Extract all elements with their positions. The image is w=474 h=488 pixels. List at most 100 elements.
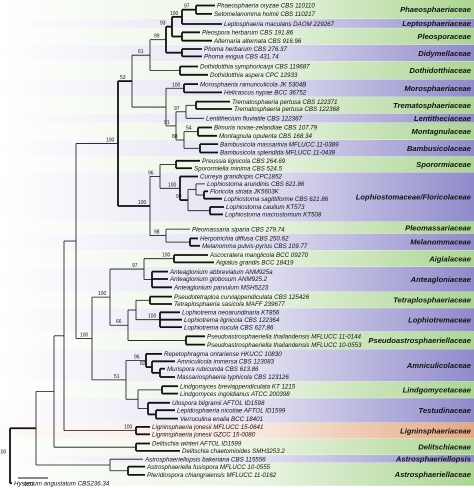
family-band — [0, 18, 474, 29]
family-label: Sporormiaceae — [416, 160, 472, 169]
family-band — [0, 331, 474, 350]
taxon-label: Pseudotetraploa curviappendiculata CBS 1… — [174, 294, 310, 301]
taxon-label: Massariosphaeria typhicola CBS 123126 — [177, 374, 289, 381]
taxon-label: Pteridiospora chiangraiensis MFLUCC 11-0… — [147, 472, 277, 479]
taxon-label: Lindgomyces breviappendiculata KT 1215 — [180, 383, 296, 390]
taxon-label: Lophiotrema lignicola CBS 122364 — [184, 317, 280, 324]
taxon-label: Lophiostoma sagittiforme CBS 621.86 — [224, 196, 329, 203]
taxon-label: Amniculicola immersa CBS 123083 — [176, 359, 275, 366]
taxon-label: Preussia lignicola CBS 264.69 — [202, 158, 286, 165]
taxon-label: Ascocratera manglicola BCC 09270 — [209, 252, 309, 259]
taxon-label: Ligninsphaeria jonesii MFLUCC 15-0641 — [152, 424, 263, 431]
taxon-label: Trematosphaeria pertusa CBS 122368 — [234, 106, 340, 113]
taxon-label: Floricola striata JK5603K — [210, 189, 280, 196]
family-band — [0, 381, 474, 399]
taxon-label: Melanomma pulvis-pyrius CBS 109.77 — [202, 243, 308, 250]
taxon-label: Setomelanomma holmii CBS 110217 — [214, 11, 316, 18]
family-band — [0, 113, 474, 123]
taxon-label: Sporormiella minima CBS 524.5 — [194, 165, 283, 172]
taxon-label: Tetraplosphaeria sasicola MAFF 239677 — [174, 301, 285, 308]
taxon-label: Astrosphaeriella fusispora MFLUCC 10-055… — [146, 464, 271, 471]
family-band — [0, 267, 474, 292]
family-label: Aigialaceae — [428, 254, 472, 263]
taxon-label: Pseudoastrosphaeriella thailandensis MFL… — [207, 334, 362, 341]
support-value: 97 — [184, 4, 190, 10]
family-labels: Phaeosphaeriaceae Leptosphaeriaceae Pleosp… — [356, 5, 472, 479]
taxon-label: Repetophragma ontariense HKUCC 10830 — [164, 351, 282, 358]
taxon-label: Dothidotthia aspera CPC 12933 — [210, 72, 298, 79]
support-value: 91 — [164, 120, 170, 126]
family-label: Didymellaceae — [418, 49, 472, 58]
support-value: 88 — [172, 134, 178, 140]
family-label: Tetraplosphaeriaceae — [393, 296, 472, 305]
family-label: Ligninsphaeriaceae — [400, 426, 472, 435]
support-value: 100 — [98, 291, 107, 297]
support-value: 61 — [138, 49, 144, 55]
support-value: 66 — [116, 319, 122, 325]
taxon-label: Delitschia winteri AFTOL ID1599 — [152, 441, 242, 448]
support-value: 100 — [138, 200, 147, 206]
taxon-label: Pleomassaria siparia CBS 279.74 — [192, 226, 285, 233]
taxon-label: Aigialus grandis BCC 18419 — [215, 260, 294, 267]
support-value: 100 — [162, 253, 171, 259]
support-value: 98 — [154, 230, 160, 236]
family-label: Morosphaeriaceae — [404, 84, 471, 93]
taxon-label: Lepidosphaeria nicotiae AFTOL ID1599 — [177, 407, 286, 414]
family-label: Lophiotremaceae — [408, 316, 472, 325]
family-band — [0, 28, 474, 45]
family-label: Astrosphaeriellopsis — [395, 455, 471, 464]
taxon-label: Verruculina enalia BCC 18401 — [180, 416, 263, 423]
family-label: Pleomassariaceae — [405, 223, 472, 232]
support-value: 51 — [114, 374, 120, 380]
family-band — [0, 398, 474, 423]
taxon-label: Montagnula opulenta CBS 168.34 — [219, 133, 312, 140]
taxon-label: Delitschia chaetomioides SMH3253.2 — [182, 448, 285, 455]
family-band — [0, 61, 474, 80]
family-band — [0, 349, 474, 382]
taxon-label: Lophiostoma caulium KT573 — [226, 204, 305, 211]
family-band — [0, 308, 474, 332]
taxon-label: Herpotrichia diffusa CBS 250.62 — [200, 236, 289, 243]
family-band — [0, 455, 474, 463]
family-band — [0, 462, 474, 486]
family-label: Phaeosphaeriaceae — [400, 5, 472, 14]
support-values: 97 100 93 99 61 97 53 100 91 88 54 100 96 100 99 98 100 1… — [0, 4, 192, 456]
family-band — [0, 44, 474, 62]
taxon-label: Lophiotrema nucula CBS 627.86 — [184, 324, 274, 331]
support-value: 99 — [176, 194, 182, 200]
family-label: Trematosphaeriaceae — [393, 101, 472, 110]
taxon-label: Ulospora bilgramii AFTOL ID1598 — [172, 400, 265, 407]
family-label: Lindgomycetaceae — [403, 386, 472, 395]
family-band — [0, 250, 474, 267]
support-value: 100 — [124, 425, 133, 431]
family-band — [0, 172, 474, 222]
family-label: Lentitheciaceae — [414, 114, 472, 123]
taxon-label: Bambusicola massarinia MFLUCC 11-0389 — [220, 141, 339, 148]
family-label: Montagnulaceae — [412, 127, 472, 136]
family-label: Pseudoastrosphaeriellaceae — [368, 336, 471, 345]
taxon-label: Pleospora herbarum CBS 191.86 — [202, 30, 294, 37]
support-value: 96 — [134, 354, 140, 360]
support-value: 100 — [0, 450, 7, 456]
taxon-label: Lentithecium fluviatile CBS 122367 — [206, 116, 303, 123]
support-value: 97 — [174, 106, 180, 112]
family-band — [0, 291, 474, 309]
support-value: 100 — [80, 333, 89, 339]
family-label: Leptosphaeriaceae — [402, 19, 472, 28]
scale-bar-label: 0.02 — [24, 482, 34, 488]
family-band — [0, 0, 474, 19]
taxon-label: Lophiostoma arundinis CBS 621.86 — [207, 181, 305, 188]
family-label: Testudinaceae — [419, 406, 472, 415]
taxon-label: Hysterium angustatum CBS236.34 — [14, 480, 110, 487]
family-band — [0, 422, 474, 439]
taxon-label: Lindgomyces ingoldianus ATCC 200398 — [180, 391, 290, 398]
taxon-label: Lophiostoma macrostomum KT508 — [225, 212, 322, 219]
taxon-label: Dothidotthia symphoricarpi CBS 119687 — [200, 64, 310, 71]
support-value: 99 — [154, 34, 160, 40]
support-value: 53 — [120, 75, 126, 81]
taxon-label: Trematosphaeria pertusa CBS 122371 — [232, 99, 337, 106]
family-band — [0, 221, 474, 234]
taxon-labels: Phaeosphaeria oryzae CBS 110110Setomelan… — [14, 3, 362, 488]
support-value: 93 — [160, 21, 166, 27]
